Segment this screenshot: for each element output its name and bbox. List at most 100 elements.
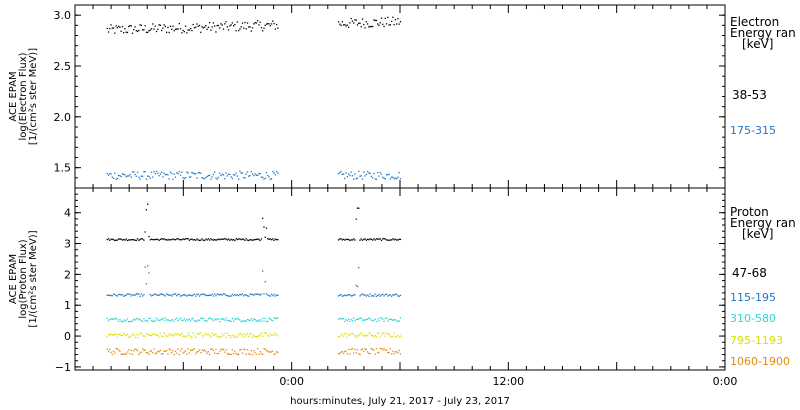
data-point (366, 294, 369, 296)
data-point (355, 19, 357, 21)
data-point (176, 28, 178, 30)
data-point (106, 317, 108, 320)
data-point (191, 349, 193, 352)
data-point (141, 175, 144, 177)
data-point (214, 25, 216, 27)
y-axis-label-line: [1/(cm²s ster MeV)] (28, 48, 39, 145)
data-point (384, 349, 386, 351)
data-point (217, 352, 220, 355)
data-point (125, 176, 127, 178)
data-point (356, 285, 359, 288)
data-point (380, 347, 383, 350)
data-point (181, 333, 183, 335)
data-point (208, 317, 211, 319)
data-point (351, 332, 354, 335)
legend-item: 175-315 (730, 124, 776, 137)
data-point (152, 294, 154, 297)
data-point (134, 239, 136, 241)
data-point (144, 335, 146, 337)
data-point (277, 239, 279, 241)
data-point (355, 318, 357, 321)
data-point (157, 294, 159, 296)
data-point (171, 28, 173, 30)
data-point (168, 238, 170, 241)
data-point (129, 353, 131, 355)
data-point (265, 320, 268, 323)
data-point (176, 317, 178, 319)
data-point (200, 332, 202, 334)
data-point (216, 335, 218, 338)
data-point (177, 28, 179, 30)
data-point (348, 348, 350, 351)
data-point (368, 352, 370, 355)
data-point (158, 175, 160, 177)
x-tick-label: 0:00 (279, 375, 304, 388)
data-point (260, 293, 263, 295)
data-point (255, 353, 258, 355)
data-point (243, 27, 245, 29)
data-point (342, 295, 345, 297)
y-tick-label: 3 (64, 238, 71, 251)
y-axis-label-line: [1/(cm²s ster MeV)] (28, 230, 39, 327)
data-point (238, 353, 240, 356)
data-point (240, 172, 242, 174)
data-point (206, 28, 208, 31)
data-point (109, 239, 111, 242)
data-point (388, 24, 390, 26)
data-point (164, 173, 167, 176)
data-point (398, 171, 400, 174)
data-point (181, 239, 183, 241)
data-point (143, 239, 145, 241)
data-point (117, 25, 120, 28)
data-point (393, 239, 395, 241)
data-point (234, 23, 236, 26)
data-point (135, 293, 137, 295)
data-point (119, 318, 121, 321)
data-point (217, 238, 220, 240)
data-point (200, 239, 202, 241)
data-point (121, 239, 124, 241)
data-point (265, 171, 268, 174)
data-point (167, 335, 169, 337)
y-tick-label: 1 (64, 299, 71, 312)
data-point (212, 173, 215, 176)
data-point (172, 319, 174, 321)
data-point (339, 23, 341, 25)
data-point (249, 293, 251, 295)
data-point (215, 348, 217, 351)
data-point (149, 334, 151, 336)
data-point (164, 239, 167, 241)
data-point (124, 333, 126, 336)
y-axis-label-line: log(Electron Flux) (18, 52, 29, 140)
data-point (158, 239, 160, 242)
data-point (387, 332, 389, 335)
data-point (226, 175, 228, 177)
data-point (227, 319, 230, 322)
data-point (154, 25, 156, 27)
data-point (179, 334, 182, 336)
data-point (355, 284, 357, 287)
data-point (373, 319, 375, 321)
data-point (257, 174, 259, 177)
data-point (243, 333, 245, 335)
data-point (384, 178, 386, 180)
data-point (134, 173, 136, 176)
data-point (215, 177, 217, 179)
data-point (140, 175, 143, 177)
data-point (128, 175, 130, 177)
data-point (138, 29, 140, 32)
data-point (236, 353, 239, 356)
y-tick-label: 2.0 (54, 111, 72, 124)
data-point (149, 239, 151, 241)
data-point (148, 317, 150, 320)
data-point (186, 171, 188, 173)
data-point (350, 332, 352, 335)
data-point (211, 318, 213, 320)
data-point (355, 177, 357, 180)
series-115-195 (106, 265, 402, 297)
data-point (125, 353, 127, 355)
data-point (115, 348, 117, 350)
data-point (119, 350, 121, 352)
data-point (254, 293, 256, 295)
data-point (111, 333, 113, 336)
